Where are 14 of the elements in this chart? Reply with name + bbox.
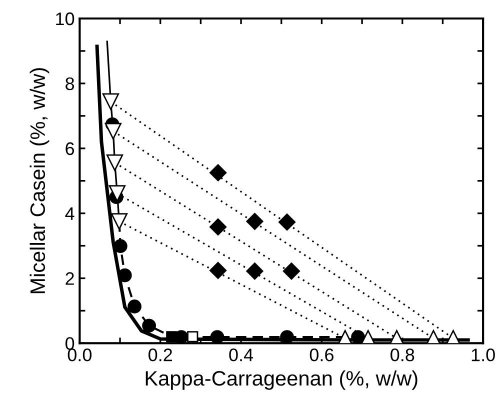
x-tick-label: 0.0 <box>68 348 92 362</box>
y-tick-label: 0 <box>65 337 74 350</box>
x-tick-label: 0.2 <box>148 348 172 362</box>
x-tick-label: 0.4 <box>229 348 254 362</box>
y-tick-label: 2 <box>66 272 74 285</box>
y-tick-label: 4 <box>65 207 74 220</box>
x-tick-label: 0.8 <box>390 348 414 362</box>
x-tick-label: 0.6 <box>310 348 334 362</box>
y-tick-label: 8 <box>66 77 74 90</box>
y-tick-label: 6 <box>66 142 74 156</box>
x-axis-title: Kappa-Carrageenan (%, w/w) <box>146 370 418 390</box>
y-tick-label: 10 <box>56 12 74 26</box>
y-axis-title: Micellar Casein (%, w/w) <box>30 68 50 294</box>
x-tick-label: 1.0 <box>472 348 495 362</box>
